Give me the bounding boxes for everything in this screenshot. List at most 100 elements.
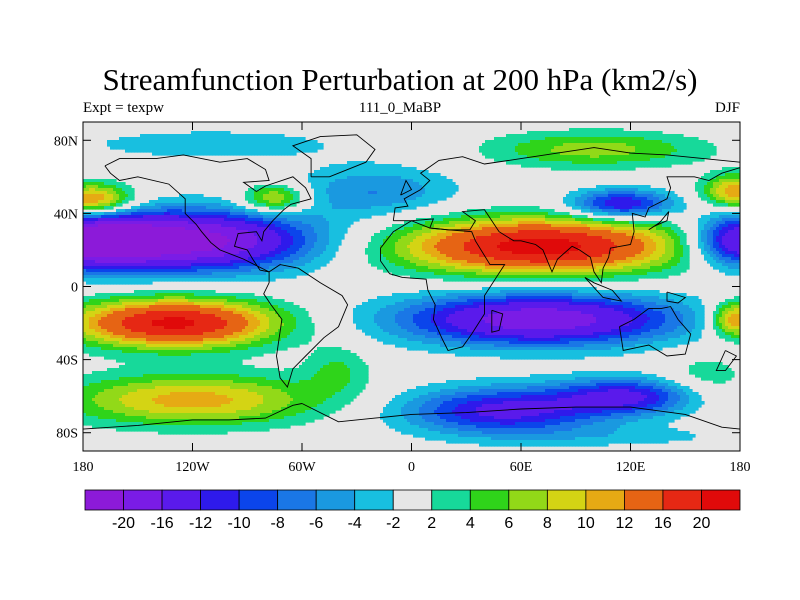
field-cell [170,245,174,249]
field-cell [155,152,159,156]
field-cell [104,326,108,330]
field-cell [188,392,192,396]
field-cell [245,224,249,228]
field-cell [188,143,192,147]
field-cell [119,326,123,330]
field-cell [158,425,162,429]
field-cell [134,416,138,420]
field-cell [107,410,111,414]
field-cell [188,293,192,297]
field-cell [263,320,267,324]
field-cell [140,383,144,387]
field-cell [212,299,216,303]
field-cell [248,404,252,408]
field-cell [92,233,96,237]
field-cell [83,398,87,402]
field-cell [167,425,171,429]
field-cell [218,323,222,327]
field-cell [89,311,93,315]
field-cell [266,347,270,351]
field-cell [266,260,270,264]
field-cell [191,326,195,330]
field-cell [266,338,270,342]
field-cell [179,359,183,363]
field-cell [176,386,180,390]
field-cell [92,191,96,195]
field-cell [197,425,201,429]
field-cell [239,215,243,219]
field-cell [245,398,249,402]
field-cell [224,134,228,138]
field-cell [122,248,126,252]
field-cell [113,146,117,150]
field-cell [212,425,216,429]
field-cell [140,326,144,330]
field-cell [203,305,207,309]
field-cell [170,203,174,207]
field-cell [110,266,114,270]
field-cell [83,332,87,336]
field-cell [263,194,267,198]
field-cell [137,347,141,351]
field-cell [245,209,249,213]
field-cell [119,233,123,237]
field-cell [176,230,180,234]
field-cell [257,419,261,423]
field-cell [260,344,264,348]
field-cell [107,353,111,357]
field-cell [218,350,222,354]
field-cell [140,350,144,354]
field-cell [245,392,249,396]
field-cell [125,221,129,225]
field-cell [245,194,249,198]
field-cell [230,149,234,153]
field-cell [242,389,246,393]
field-cell [137,308,141,312]
field-cell [113,251,117,255]
field-cell [155,266,159,270]
field-cell [230,314,234,318]
field-cell [128,248,132,252]
field-cell [140,341,144,345]
field-cell [122,308,126,312]
field-cell [98,422,102,426]
field-cell [179,290,183,294]
field-cell [110,320,114,324]
field-cell [179,305,183,309]
field-cell [251,320,255,324]
field-cell [161,143,165,147]
field-cell [260,368,264,372]
field-cell [209,215,213,219]
field-cell [158,368,162,372]
field-cell [230,248,234,252]
field-cell [149,245,153,249]
field-cell [227,323,231,327]
field-cell [167,338,171,342]
field-cell [269,143,273,147]
field-cell [218,269,222,273]
field-cell [203,356,207,360]
field-cell [248,380,252,384]
field-cell [83,182,87,186]
field-cell [182,272,186,276]
field-cell [203,377,207,381]
field-cell [203,374,207,378]
field-cell [110,182,114,186]
field-cell [224,206,228,210]
field-cell [248,215,252,219]
field-cell [110,308,114,312]
field-cell [110,230,114,234]
field-cell [248,197,252,201]
field-cell [146,410,150,414]
field-cell [260,386,264,390]
field-cell [143,236,147,240]
field-cell [176,152,180,156]
field-cell [86,413,90,417]
field-cell [203,419,207,423]
field-cell [86,398,90,402]
field-cell [116,227,120,231]
field-cell [200,353,204,357]
field-cell [215,320,219,324]
field-cell [125,251,129,255]
field-cell [194,296,198,300]
